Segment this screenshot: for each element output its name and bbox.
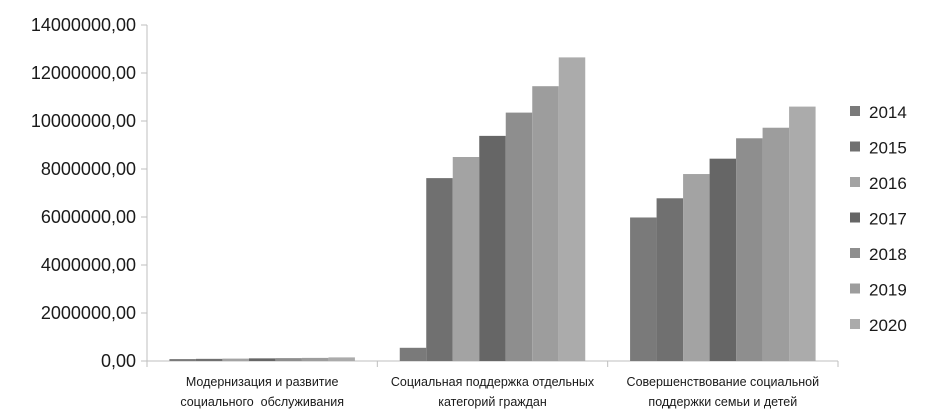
bar-2018-cat3 — [736, 138, 763, 361]
legend-swatch-2018 — [850, 248, 860, 258]
y-tick-label: 14000000,00 — [31, 15, 136, 35]
bar-2014-cat3 — [630, 217, 657, 361]
legend-label-2017: 2017 — [869, 210, 907, 229]
bar-2019-cat2 — [532, 86, 559, 361]
legend-swatch-2014 — [850, 106, 860, 116]
bar-2015-cat1 — [195, 358, 223, 361]
y-tick-label: 12000000,00 — [31, 63, 136, 83]
bar-2016-cat2 — [452, 157, 480, 361]
legend-swatch-2016 — [850, 177, 860, 187]
legend-label-2019: 2019 — [869, 281, 907, 300]
y-tick-label: 10000000,00 — [31, 111, 136, 131]
x-category-label: социального обслуживания — [180, 395, 344, 409]
bar-2016-cat3 — [683, 174, 710, 361]
x-category-label: Совершенствование социальной — [627, 375, 820, 389]
bar-2014-cat1 — [169, 359, 196, 361]
x-category-label: Модернизация и развитие — [186, 375, 339, 389]
y-tick-label: 6000000,00 — [41, 207, 136, 227]
legend-label-2016: 2016 — [869, 174, 907, 193]
y-tick-label: 8000000,00 — [41, 159, 136, 179]
y-tick-label: 0,00 — [101, 351, 136, 371]
legend-swatch-2017 — [850, 212, 860, 223]
legend: 2014 2015 2016 2017 2018 2019 2020 — [850, 103, 907, 335]
bars — [169, 57, 816, 362]
bar-2018-cat1 — [275, 358, 302, 361]
legend-swatch-2020 — [850, 319, 860, 329]
bar-2019-cat1 — [301, 357, 329, 361]
y-tick-label: 4000000,00 — [41, 255, 136, 275]
legend-swatch-2015 — [850, 141, 860, 152]
x-category-label: категорий граждан — [438, 395, 547, 409]
bar-2018-cat2 — [505, 112, 533, 361]
legend-label-2018: 2018 — [869, 245, 907, 264]
legend-label-2014: 2014 — [869, 103, 907, 122]
x-category-labels: Модернизация и развитие социального обслу… — [180, 375, 819, 409]
bar-2016-cat1 — [222, 358, 249, 361]
bar-2015-cat3 — [656, 198, 684, 361]
bar-2017-cat1 — [248, 358, 276, 361]
y-tick-label: 2000000,00 — [41, 303, 136, 323]
y-tick-labels: 0,00 2000000,00 4000000,00 6000000,00 800000… — [31, 15, 136, 371]
x-category-label: поддержки семьи и детей — [648, 395, 797, 409]
bar-2017-cat2 — [479, 135, 506, 361]
legend-label-2015: 2015 — [869, 139, 907, 158]
bar-2020-cat1 — [328, 357, 355, 361]
bar-2014-cat2 — [399, 347, 427, 361]
bar-2020-cat2 — [558, 57, 586, 362]
legend-label-2020: 2020 — [869, 316, 907, 335]
x-category-label: Социальная поддержка отдельных — [391, 375, 595, 389]
bar-2015-cat2 — [426, 178, 453, 361]
bar-2020-cat3 — [789, 106, 816, 361]
legend-swatch-2019 — [850, 283, 860, 294]
bar-2019-cat3 — [762, 127, 790, 361]
bar-2017-cat3 — [709, 158, 737, 361]
